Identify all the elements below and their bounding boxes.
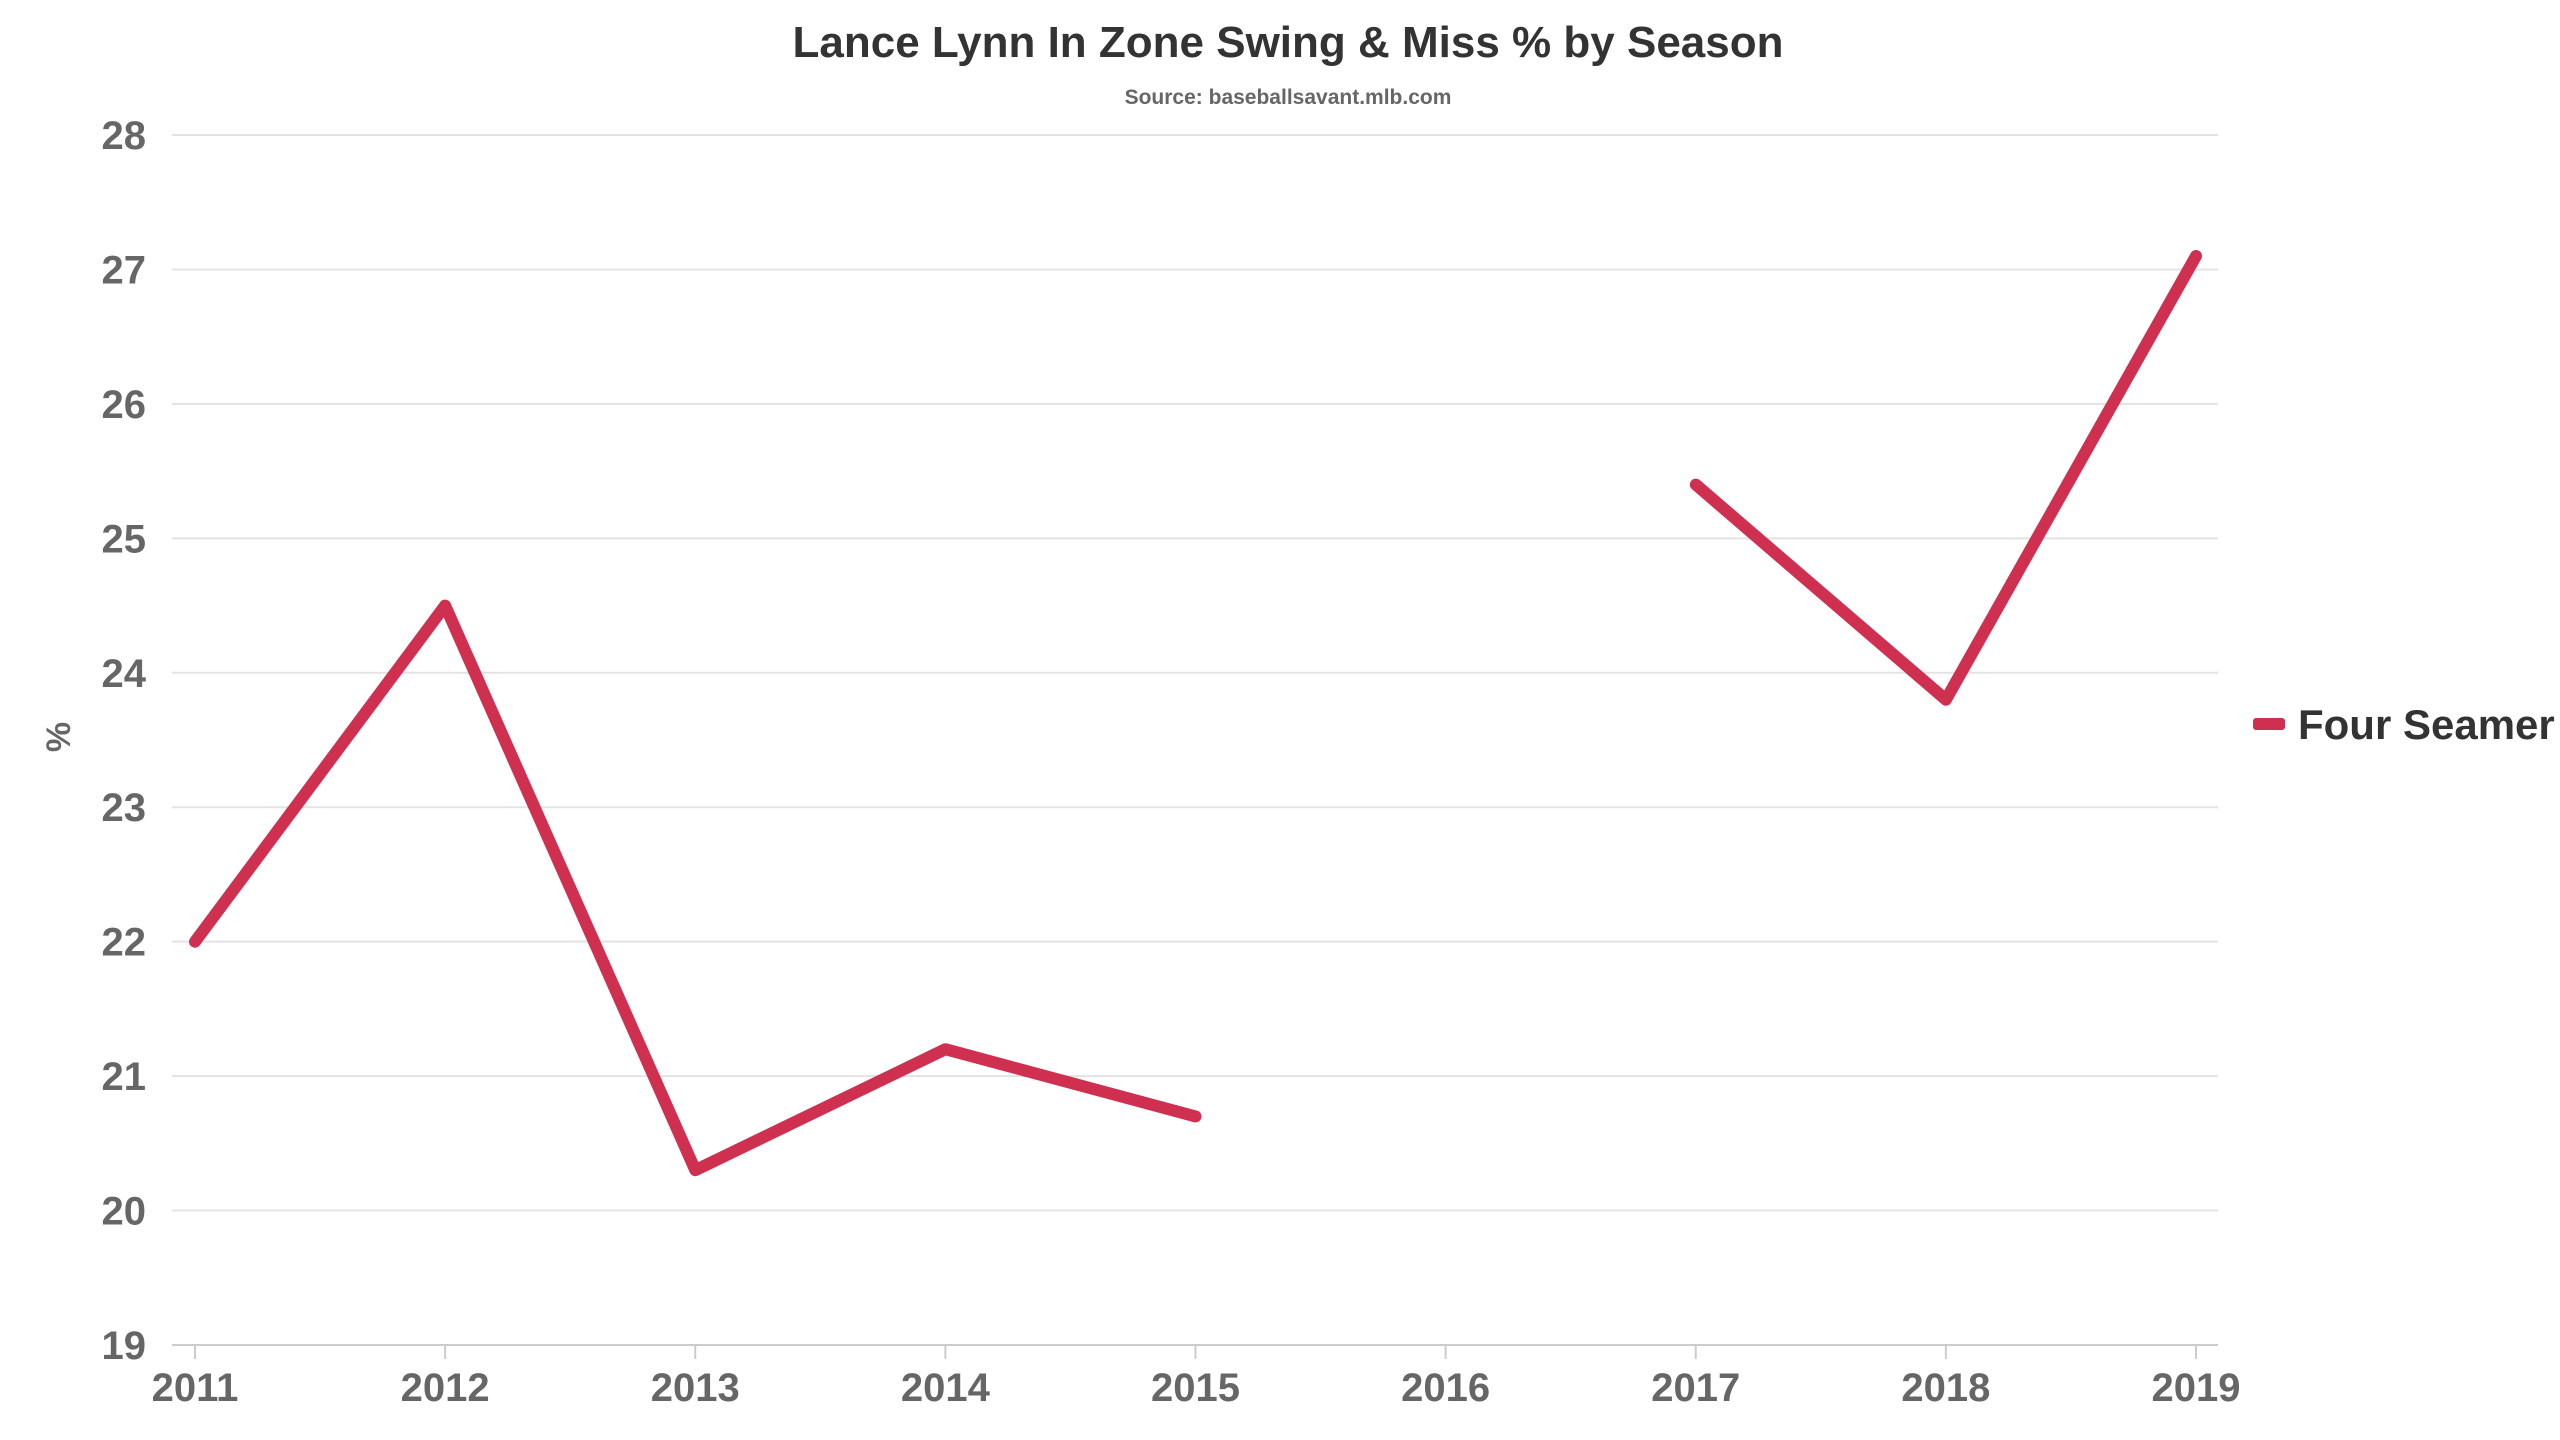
x-tick-label-2015: 2015 [1151, 1366, 1240, 1410]
y-axis-label: % [40, 722, 78, 752]
y-tick-label-21: 21 [102, 1055, 147, 1099]
y-tick-label-24: 24 [102, 652, 147, 696]
y-tick-label-19: 19 [102, 1324, 147, 1368]
y-axis: 19 20 21 22 23 24 25 26 27 28 [102, 114, 147, 1368]
chart-subtitle: Source: baseballsavant.mlb.com [1125, 86, 1452, 109]
x-tick-label-2013: 2013 [651, 1366, 740, 1410]
data-point-2018 [1940, 694, 1952, 706]
chart-title: Lance Lynn In Zone Swing & Miss % by Sea… [793, 18, 1784, 67]
y-tick-label-23: 23 [102, 786, 147, 830]
x-tick-label-2011: 2011 [152, 1366, 239, 1410]
y-tick-label-25: 25 [102, 517, 147, 561]
legend-swatch-four-seamer [2253, 718, 2285, 730]
data-point-2015 [1190, 1110, 1202, 1122]
y-tick-label-27: 27 [102, 248, 147, 292]
data-point-2012 [439, 600, 451, 612]
x-tick-label-2019: 2019 [2152, 1366, 2241, 1410]
data-point-2011 [189, 936, 201, 948]
data-point-2019 [2190, 250, 2202, 262]
series-lines [189, 250, 2202, 1177]
data-point-2013 [689, 1164, 701, 1176]
x-tick-label-2012: 2012 [401, 1366, 490, 1410]
x-tick-label-2014: 2014 [901, 1366, 991, 1410]
y-tick-label-22: 22 [102, 921, 147, 965]
y-tick-label-26: 26 [102, 383, 147, 427]
gridlines [172, 134, 2218, 1212]
data-point-2017 [1690, 479, 1702, 491]
y-tick-label-28: 28 [102, 114, 147, 158]
x-tick-label-2018: 2018 [1901, 1366, 1990, 1410]
x-axis: 2011 2012 2013 2014 2015 2016 2017 2018 2019 [152, 1344, 2241, 1410]
y-tick-label-20: 20 [102, 1190, 147, 1234]
x-tick-label-2016: 2016 [1401, 1366, 1490, 1410]
legend-label-four-seamer[interactable]: Four Seamer [2298, 701, 2555, 748]
x-tick-label-2017: 2017 [1651, 1366, 1740, 1410]
series-line-four-seamer [189, 250, 2202, 1177]
legend[interactable]: Four Seamer [2253, 701, 2555, 748]
data-point-2014 [939, 1043, 951, 1055]
